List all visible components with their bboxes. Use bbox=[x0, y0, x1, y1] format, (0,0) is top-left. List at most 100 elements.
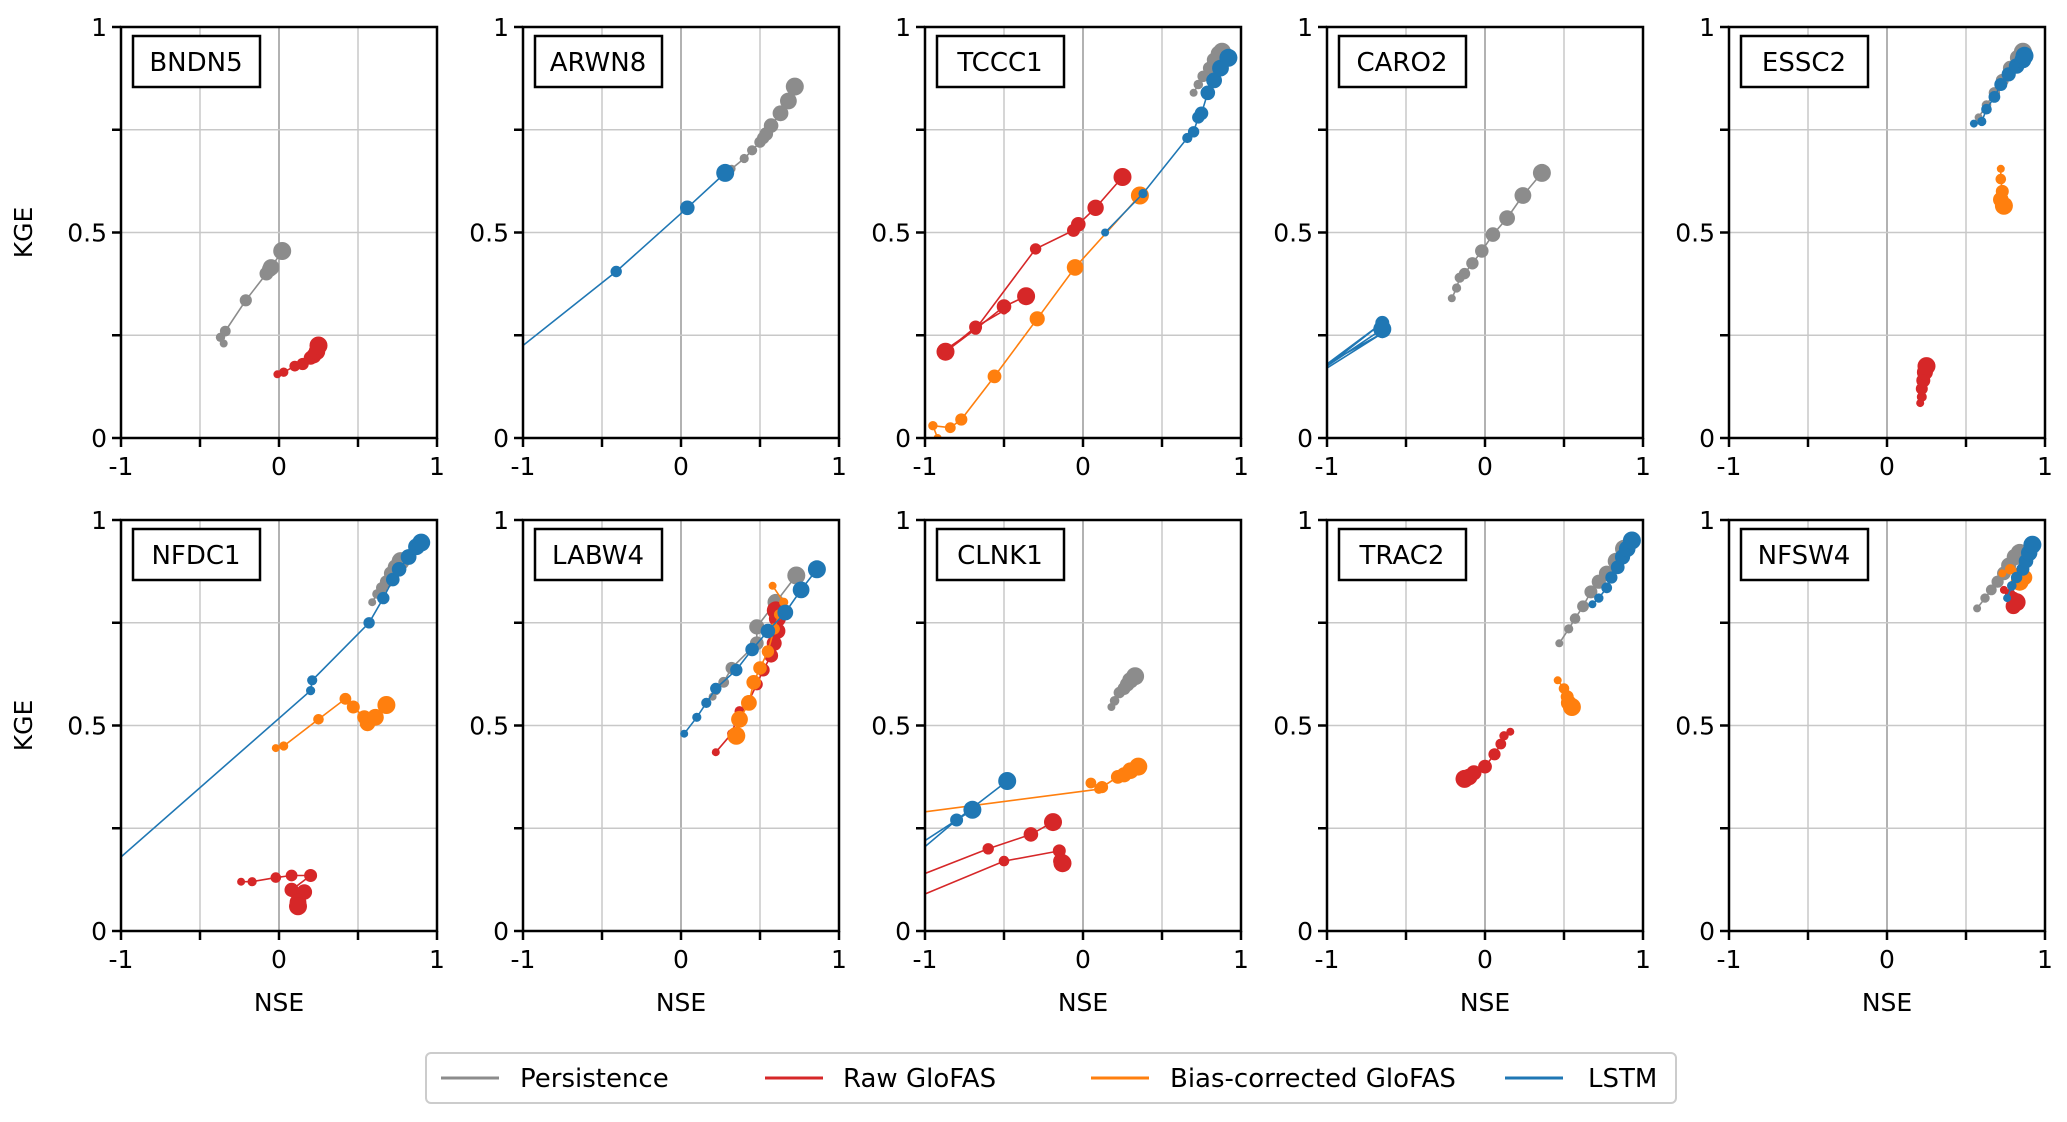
data-point-raw bbox=[1113, 168, 1132, 186]
y-tick-label: 0.5 bbox=[1273, 712, 1313, 741]
data-point-lstm bbox=[760, 623, 776, 639]
data-point-lstm bbox=[1977, 116, 1987, 127]
data-point-raw bbox=[711, 748, 720, 757]
y-tick-label: 1 bbox=[91, 506, 107, 535]
data-point-bias bbox=[1066, 259, 1084, 276]
x-tick-label: 0 bbox=[673, 452, 689, 481]
data-point-bias bbox=[944, 422, 956, 434]
data-point-raw bbox=[941, 347, 950, 356]
data-point-bias bbox=[1085, 777, 1097, 789]
data-point-lstm bbox=[1200, 85, 1216, 101]
y-tick-label: 1 bbox=[895, 13, 911, 42]
data-point-raw bbox=[1071, 217, 1086, 232]
data-point-lstm bbox=[1187, 126, 1200, 138]
x-tick-label: -1 bbox=[1717, 945, 1742, 974]
x-tick-label: 0 bbox=[1477, 945, 1493, 974]
x-tick-label: 0 bbox=[1879, 452, 1895, 481]
x-tick-label: 0 bbox=[1879, 945, 1895, 974]
data-point-persistence bbox=[1564, 624, 1574, 634]
data-point-raw bbox=[1087, 199, 1104, 216]
x-tick-label: 1 bbox=[1635, 945, 1651, 974]
data-point-raw bbox=[1053, 854, 1072, 873]
x-tick-label: -1 bbox=[511, 945, 536, 974]
data-point-lstm bbox=[692, 712, 702, 722]
data-point-bias bbox=[928, 421, 938, 431]
x-tick-label: 1 bbox=[429, 945, 445, 974]
data-point-bias bbox=[2004, 564, 2016, 575]
series-group bbox=[1327, 163, 1551, 369]
x-tick-label: 1 bbox=[831, 945, 847, 974]
data-point-lstm bbox=[1194, 106, 1209, 121]
y-tick-label: 0 bbox=[1297, 917, 1313, 946]
x-tick-label: 1 bbox=[429, 452, 445, 481]
data-point-persistence bbox=[262, 259, 280, 276]
data-point-bias bbox=[779, 597, 789, 607]
data-point-bias bbox=[753, 661, 767, 675]
data-point-persistence bbox=[1499, 210, 1515, 227]
data-point-lstm bbox=[2023, 535, 2042, 554]
y-tick-label: 0.5 bbox=[1675, 712, 1715, 741]
data-point-persistence bbox=[1973, 604, 1982, 613]
data-point-lstm bbox=[777, 604, 794, 621]
data-point-lstm bbox=[2007, 581, 2017, 591]
y-tick-label: 0.5 bbox=[871, 219, 911, 248]
data-point-lstm bbox=[363, 617, 375, 629]
data-point-persistence bbox=[1577, 600, 1589, 613]
data-point-bias bbox=[377, 696, 396, 714]
data-point-bias bbox=[271, 744, 280, 753]
station-label-box bbox=[1739, 34, 1870, 89]
data-point-raw bbox=[304, 869, 318, 882]
data-point-lstm bbox=[792, 581, 810, 599]
data-point-lstm bbox=[306, 686, 316, 696]
data-point-lstm bbox=[1206, 72, 1222, 89]
station-label-box bbox=[131, 34, 262, 89]
data-point-persistence bbox=[1514, 187, 1532, 204]
legend-label-bias: Bias-corrected GloFAS bbox=[1170, 1064, 1456, 1094]
data-point-lstm bbox=[2003, 594, 2012, 603]
data-point-lstm bbox=[377, 591, 390, 605]
series-group bbox=[928, 42, 1238, 438]
data-point-persistence bbox=[1475, 244, 1489, 258]
data-point-lstm bbox=[1601, 582, 1613, 594]
data-point-persistence bbox=[763, 118, 779, 133]
y-tick-label: 0 bbox=[1297, 424, 1313, 453]
data-point-bias bbox=[346, 700, 360, 714]
y-tick-label: 0.5 bbox=[67, 712, 107, 741]
data-point-raw bbox=[2007, 593, 2026, 612]
data-point-raw bbox=[1499, 731, 1509, 741]
data-point-raw bbox=[247, 877, 257, 887]
data-point-persistence bbox=[1555, 639, 1564, 648]
data-point-persistence bbox=[1980, 593, 1990, 603]
x-tick-label: 0 bbox=[271, 945, 287, 974]
data-point-raw bbox=[1506, 727, 1515, 736]
data-point-persistence bbox=[1126, 667, 1145, 686]
y-axis-label: KGE bbox=[9, 700, 38, 752]
station-label: BNDN5 bbox=[149, 48, 242, 78]
y-tick-label: 1 bbox=[91, 13, 107, 42]
x-tick-label: 0 bbox=[673, 945, 689, 974]
y-tick-label: 0.5 bbox=[67, 219, 107, 248]
data-point-lstm bbox=[1219, 48, 1238, 67]
data-point-raw bbox=[1495, 738, 1507, 750]
data-point-persistence bbox=[749, 619, 765, 635]
data-point-lstm bbox=[2015, 46, 2034, 65]
series-group bbox=[1973, 535, 2042, 615]
y-tick-label: 1 bbox=[895, 506, 911, 535]
data-point-persistence bbox=[739, 153, 749, 164]
data-point-lstm bbox=[1588, 600, 1597, 609]
data-point-raw bbox=[1478, 759, 1492, 774]
y-tick-label: 0.5 bbox=[469, 219, 509, 248]
data-point-lstm bbox=[716, 163, 735, 182]
y-tick-label: 0 bbox=[493, 424, 509, 453]
x-tick-label: 1 bbox=[831, 452, 847, 481]
data-point-persistence bbox=[1584, 585, 1598, 599]
data-point-raw bbox=[1029, 243, 1042, 255]
series-group bbox=[121, 533, 431, 916]
x-axis-label: NSE bbox=[1058, 988, 1108, 1017]
x-tick-label: -1 bbox=[913, 945, 938, 974]
data-point-bias bbox=[1562, 698, 1581, 716]
data-point-raw bbox=[270, 872, 282, 883]
station-label: LABW4 bbox=[552, 541, 644, 571]
y-tick-label: 0 bbox=[91, 917, 107, 946]
